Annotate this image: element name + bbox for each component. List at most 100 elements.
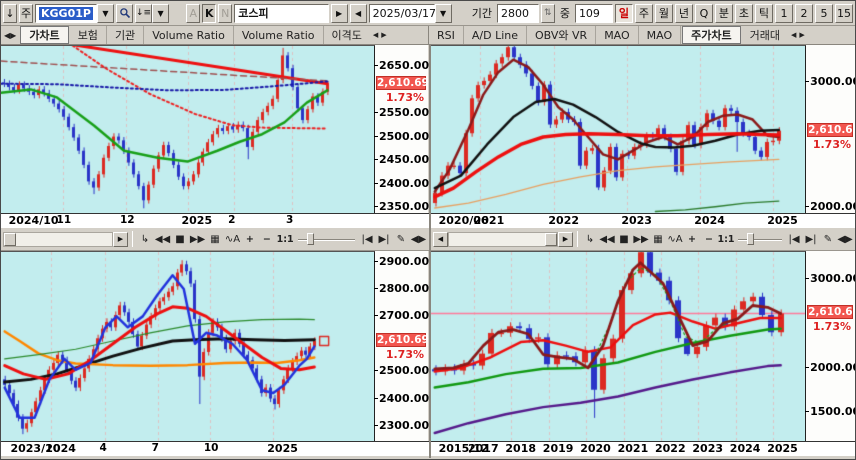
period-jump-icon[interactable]: ↳ <box>140 233 150 245</box>
current-price-badge: 2,610.69 <box>807 305 856 320</box>
symbol-name-field[interactable]: 코스피 <box>234 3 329 23</box>
shown-count-input[interactable]: 109 <box>574 3 613 23</box>
timeframe-5-button[interactable]: 5 <box>814 3 833 23</box>
y-axis-label: 2300.00 <box>373 418 430 432</box>
timeframe-second-button[interactable]: 초 <box>734 3 753 23</box>
tab-scroll-icon[interactable]: ◀▶ <box>4 30 17 40</box>
go-first-icon[interactable]: |◀ <box>788 233 800 245</box>
y-axis-label: 2400.00 <box>373 391 430 405</box>
rewind-icon[interactable]: ◀◀ <box>599 233 615 245</box>
timeframe-month-button[interactable]: 월 <box>654 3 673 23</box>
one-to-one-button[interactable]: 1:1 <box>276 233 294 245</box>
fast-forward-icon[interactable]: ▶▶ <box>633 233 649 245</box>
prev-symbol-button[interactable]: ◀ <box>349 3 367 23</box>
tab-rsi[interactable]: RSI <box>429 26 464 44</box>
period-spinner-icon[interactable]: ⇅ <box>540 3 555 23</box>
go-last-icon[interactable]: ▶| <box>378 233 390 245</box>
weekly-chart-y-axis: 2900.00 2800.00 2700.00 2500.00 2400.00 2300.… <box>373 251 430 441</box>
zoom-slider-knob[interactable] <box>747 233 754 245</box>
timeframe-week-button[interactable]: 주 <box>634 3 653 23</box>
tab-scroll-left-icon[interactable]: ◀ <box>372 31 379 39</box>
auto-trend-icon[interactable]: ∿A <box>667 233 683 245</box>
go-last-icon[interactable]: ▶| <box>805 233 817 245</box>
zoom-in-icon[interactable]: + <box>688 233 696 245</box>
tab-disparity[interactable]: 이격도 <box>331 29 362 42</box>
timeframe-tick-button[interactable]: 틱 <box>754 3 773 23</box>
y-axis-label: 3000.00 <box>805 75 855 88</box>
one-to-one-button[interactable]: 1:1 <box>717 233 735 245</box>
code-list-dropdown-icon[interactable]: ▼ <box>152 3 170 23</box>
x-axis-label: 2019 <box>542 442 574 455</box>
symbol-dropdown-icon[interactable]: ▼ <box>97 3 114 23</box>
zoom-out-icon[interactable]: − <box>705 233 713 245</box>
change-percent-label: 1.73% <box>385 91 424 105</box>
stop-icon[interactable]: ■ <box>619 233 629 245</box>
tab-mao-2[interactable]: MAO <box>639 26 682 44</box>
timeframe-2-button[interactable]: 2 <box>794 3 813 23</box>
daily-chart-canvas[interactable] <box>1 46 374 213</box>
market-k-button[interactable]: K <box>202 3 217 23</box>
date-dropdown-icon[interactable]: ▼ <box>434 3 452 23</box>
zoom-out-icon[interactable]: − <box>262 233 271 245</box>
monthly-chart-canvas[interactable] <box>431 46 806 213</box>
scrollbar-right-icon[interactable]: ▶ <box>113 231 128 247</box>
y-axis-label: 2000.00 <box>805 361 855 374</box>
timeframe-15-button[interactable]: 15 <box>834 3 853 23</box>
tab-scroll-right-icon[interactable]: ▶ <box>381 31 387 39</box>
timeframe-year-button[interactable]: 년 <box>674 3 693 23</box>
tab-volume-ratio-1[interactable]: Volume Ratio <box>144 26 234 44</box>
auto-trend-icon[interactable]: ∿A <box>224 233 241 245</box>
scrollbar-right-icon[interactable]: ▶ <box>558 231 573 247</box>
calendar-grid-icon[interactable]: ▦ <box>653 233 663 245</box>
code-list-button[interactable]: ↓≡ <box>135 3 153 23</box>
scrollbar-thumb[interactable] <box>545 232 557 246</box>
chart-scrollbar[interactable]: ◀ ▶ <box>433 231 573 247</box>
next-symbol-button[interactable]: ▶ <box>330 3 348 23</box>
scrollbar-left-icon[interactable]: ◀ <box>433 231 448 247</box>
tab-price-chart-left[interactable]: 가차트 <box>20 26 69 44</box>
timeframe-minute-button[interactable]: 분 <box>714 3 733 23</box>
tab-insurance[interactable]: 보험 <box>70 26 107 44</box>
expand-icon[interactable]: ◀▶ <box>410 233 427 245</box>
stop-icon[interactable]: ■ <box>175 233 185 245</box>
weekly-chart-canvas[interactable] <box>1 252 374 441</box>
calendar-grid-icon[interactable]: ▦ <box>210 233 220 245</box>
main-toolbar: ↓ 주 KGG01P ▼ ↓≡ ▼ A K N 코스피 ▶ ◀ 2025/03/… <box>1 1 855 26</box>
timeframe-1-button[interactable]: 1 <box>774 3 793 23</box>
chart-scrollbar[interactable]: ▶ <box>3 231 128 247</box>
go-first-icon[interactable]: |◀ <box>361 233 373 245</box>
tab-price-chart-right[interactable]: 주가차트 <box>682 26 741 44</box>
tab-scroll-left-icon[interactable]: ◀ <box>791 31 797 39</box>
x-axis-label: 2024 <box>729 442 761 455</box>
zoom-slider[interactable] <box>298 232 355 246</box>
y-axis-label: 2650.00 <box>373 58 430 72</box>
timeframe-day-button[interactable]: 일 <box>614 3 633 23</box>
search-button[interactable] <box>116 3 133 23</box>
expand-icon[interactable]: ◀▶ <box>837 233 853 245</box>
fast-forward-icon[interactable]: ▶▶ <box>189 233 206 245</box>
zoom-slider-knob[interactable] <box>307 233 315 245</box>
period-type-button[interactable]: 주 <box>19 3 33 23</box>
rewind-icon[interactable]: ◀◀ <box>154 233 171 245</box>
quarterly-chart-canvas[interactable] <box>431 252 806 441</box>
zoom-slider[interactable] <box>738 232 782 246</box>
tab-volume-ratio-2[interactable]: Volume Ratio <box>234 26 324 44</box>
period-jump-icon[interactable]: ↳ <box>585 233 595 245</box>
down-arrow-button[interactable]: ↓ <box>3 3 17 23</box>
scrollbar-thumb[interactable] <box>4 232 16 246</box>
symbol-code-input[interactable]: KGG01P <box>35 3 97 23</box>
edit-chart-icon[interactable]: ✎ <box>396 233 406 245</box>
tab-trading-value[interactable]: 거래대 <box>749 29 781 42</box>
search-icon <box>119 8 130 19</box>
date-field[interactable]: 2025/03/17 <box>368 3 436 23</box>
edit-chart-icon[interactable]: ✎ <box>823 233 833 245</box>
tab-ad-line[interactable]: A/D Line <box>464 26 527 44</box>
tab-scroll-right-icon[interactable]: ▶ <box>799 31 805 39</box>
chart-nav-toolbar-left: ▶ ↳ ◀◀ ■ ▶▶ ▦ ∿A + − 1:1 |◀ ▶| ✎ ◀▶ <box>1 227 429 251</box>
tab-mao-1[interactable]: MAO <box>596 26 639 44</box>
timeframe-quarter-button[interactable]: Q <box>694 3 713 23</box>
tab-obv-vr[interactable]: OBV와 VR <box>527 26 597 44</box>
tab-institution[interactable]: 기관 <box>107 26 145 44</box>
period-count-input[interactable]: 2800 <box>497 3 539 23</box>
zoom-in-icon[interactable]: + <box>245 233 254 245</box>
